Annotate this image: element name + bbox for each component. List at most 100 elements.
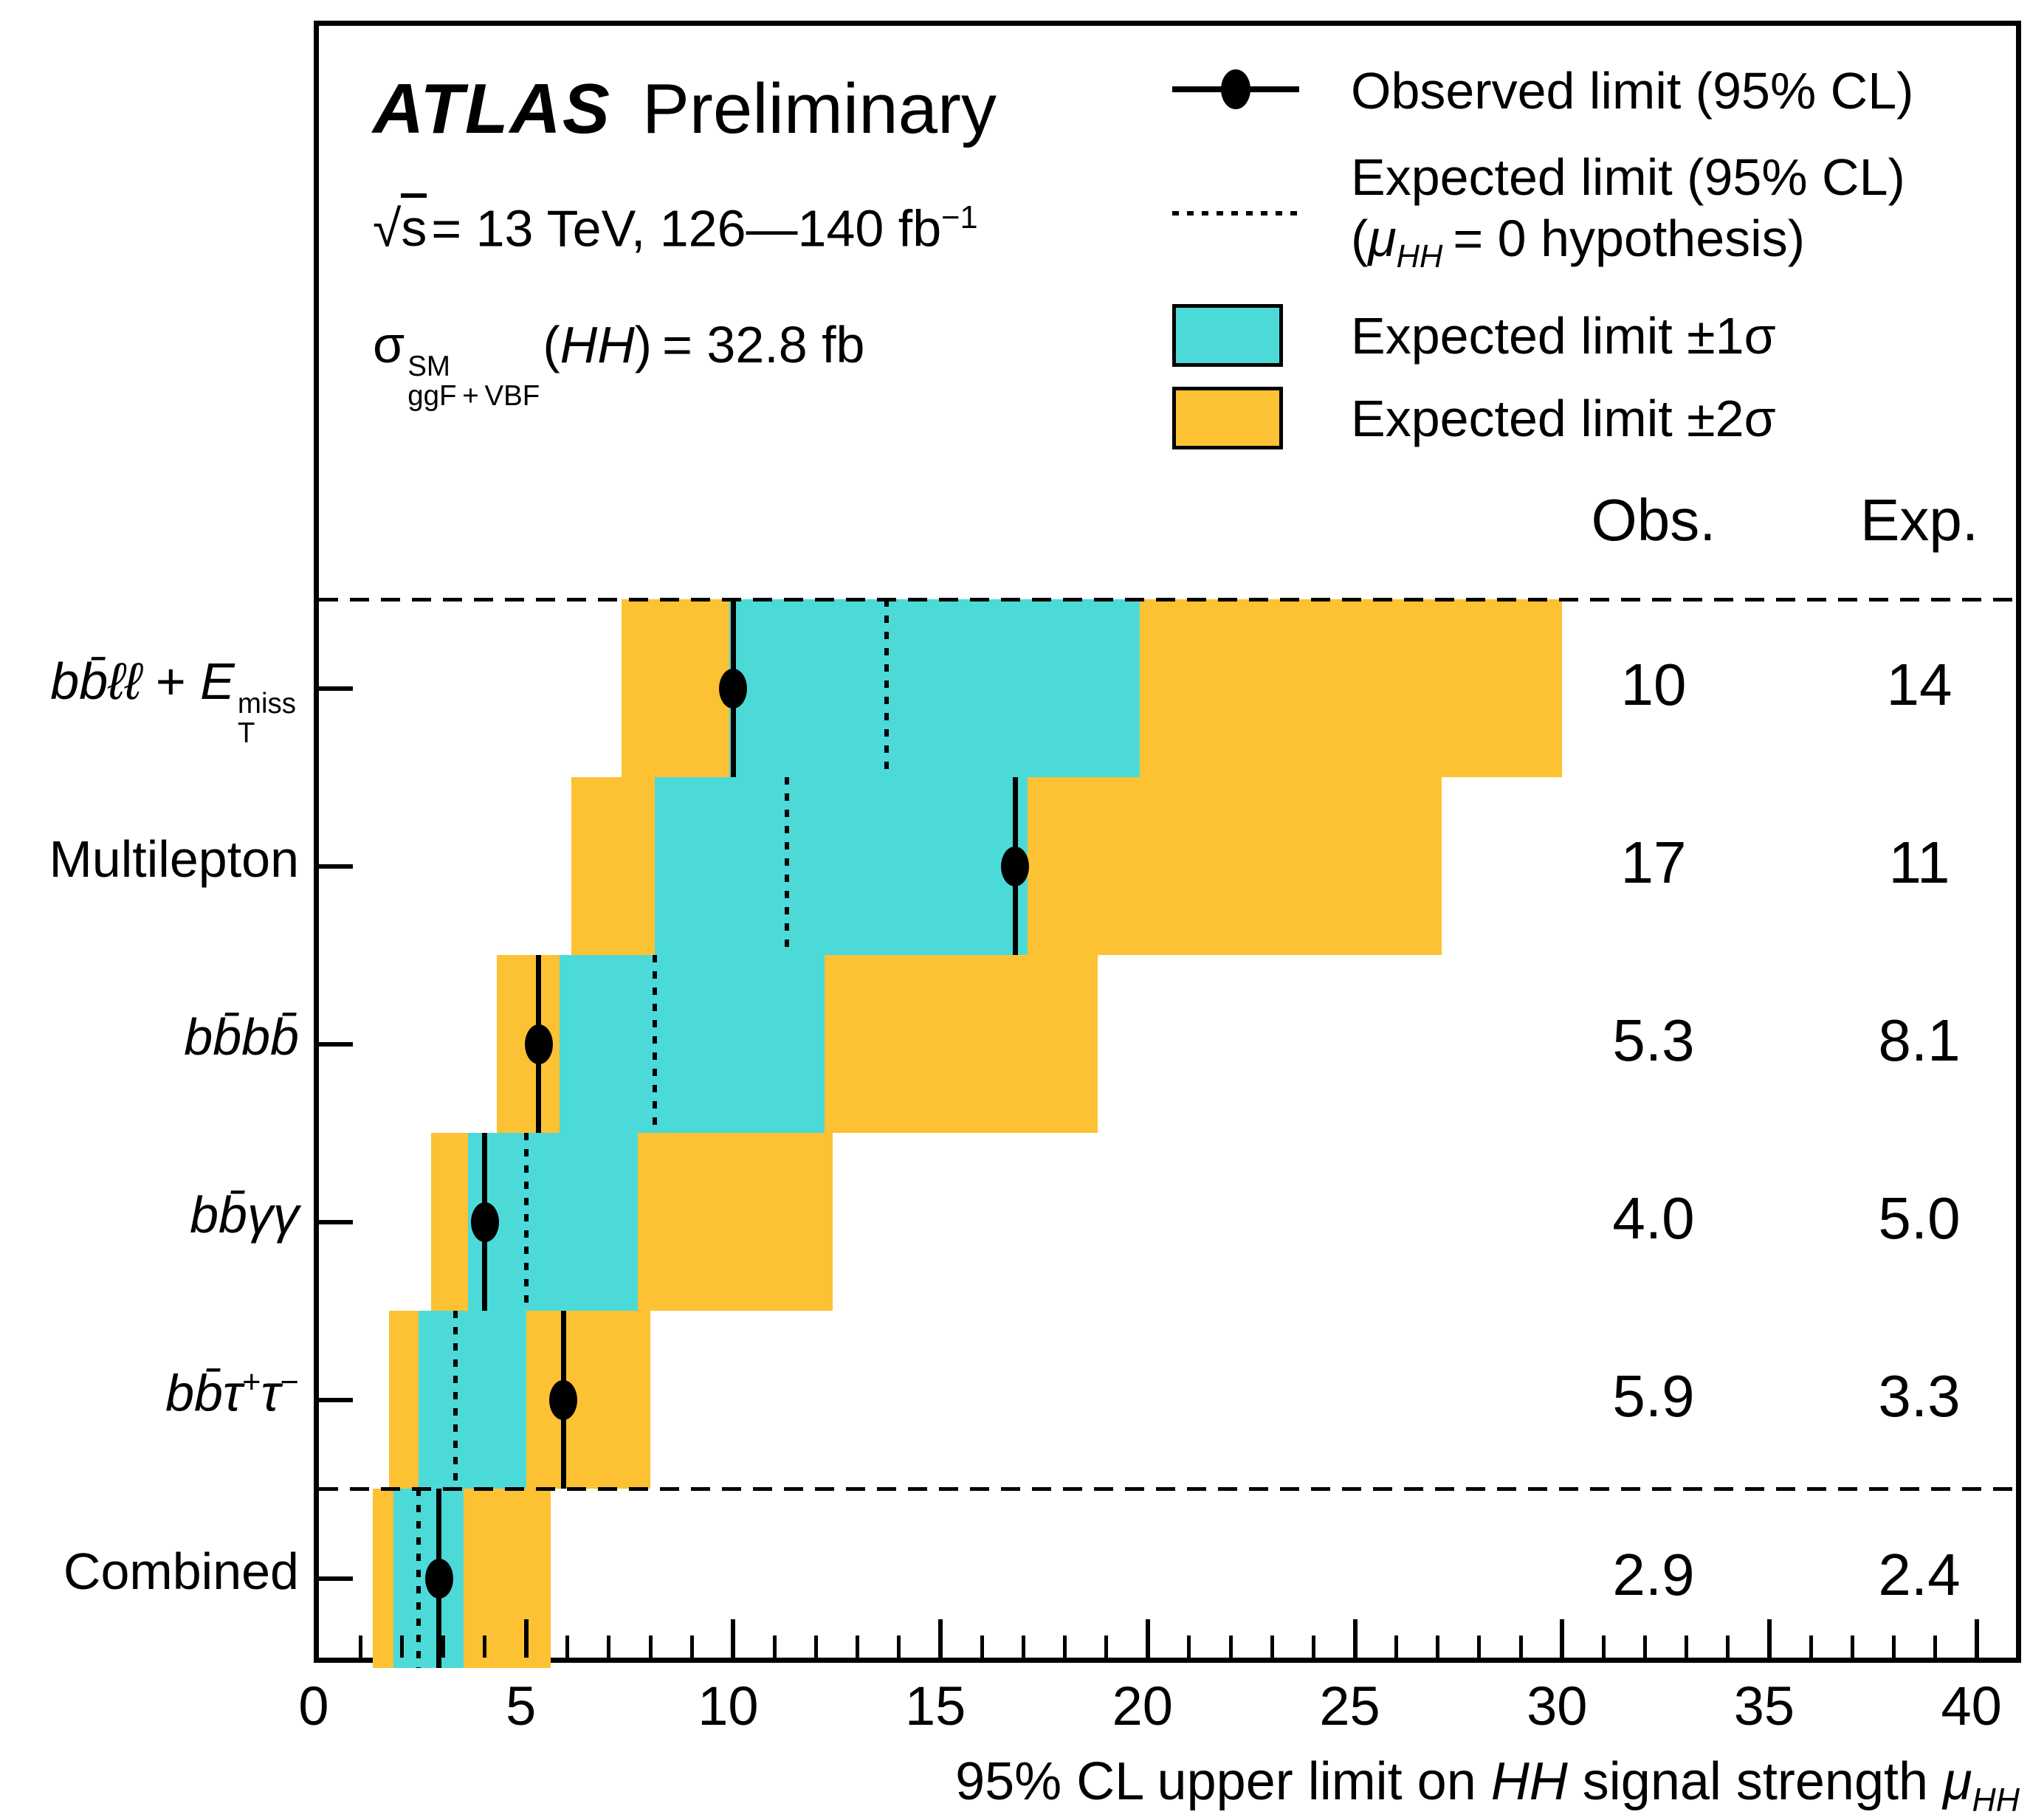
x-major-tick	[731, 1619, 736, 1658]
y-axis-tick	[319, 1576, 353, 1581]
band-1sigma	[418, 1311, 526, 1489]
x-minor-tick	[1021, 1635, 1025, 1658]
legend-expected-dotted-icon	[1172, 211, 1299, 216]
x-tick-label-10: 10	[698, 1675, 759, 1737]
legend-observed-label: Observed limit (95% CL)	[1351, 62, 1914, 120]
preliminary-label: Preliminary	[641, 69, 997, 148]
x-minor-tick	[856, 1635, 860, 1658]
x-minor-tick	[1228, 1635, 1233, 1658]
x-major-tick	[1766, 1619, 1772, 1658]
obs-value-Combined: 2.9	[1612, 1541, 1695, 1607]
x-tick-label-0: 0	[298, 1675, 329, 1737]
observed-marker	[524, 1024, 553, 1064]
observed-marker	[470, 1202, 499, 1242]
x-minor-tick	[897, 1635, 901, 1658]
x-minor-tick	[607, 1635, 611, 1658]
x-minor-tick	[648, 1635, 653, 1658]
x-tick-label-35: 35	[1733, 1675, 1795, 1737]
observed-marker	[719, 668, 748, 709]
legend-2sigma-label: Expected limit ±2σ	[1351, 390, 1776, 447]
x-major-tick	[1352, 1619, 1358, 1658]
obs-value-bbyy: 4.0	[1612, 1185, 1695, 1251]
x-major-tick	[1560, 1619, 1565, 1658]
x-minor-tick	[1601, 1635, 1606, 1658]
row-label-Multilepton: Multilepton	[49, 830, 299, 888]
obs-column-header: Obs.	[1591, 487, 1716, 553]
expected-limit-line	[884, 599, 890, 777]
x-minor-tick	[1436, 1635, 1440, 1658]
legend-expected-label-line2: (μHH = 0 hypothesis)	[1351, 210, 1806, 275]
observed-marker	[549, 1379, 578, 1420]
exp-value-bbll+ETmiss: 14	[1886, 651, 1952, 717]
x-minor-tick	[441, 1635, 445, 1658]
separator-dashed-top	[319, 598, 2016, 602]
x-major-tick	[938, 1619, 943, 1658]
x-axis-title: 95% CL upper limit on HH signal strength…	[955, 1752, 2020, 1819]
exp-value-Multilepton: 11	[1888, 829, 1950, 895]
cme-luminosity-line: √s = 13 TeV, 126—140 fb−1	[373, 193, 997, 258]
obs-value-Multilepton: 17	[1620, 829, 1687, 895]
exp-value-bbtautau: 3.3	[1878, 1362, 1961, 1429]
exp-value-Combined: 2.4	[1878, 1541, 1961, 1607]
x-major-tick	[1974, 1619, 1979, 1658]
x-minor-tick	[1187, 1635, 1191, 1658]
row-label-Combined: Combined	[63, 1542, 299, 1600]
y-axis-tick	[319, 864, 353, 869]
cross-section-line: σ SM ggF + VBF (HH) = 32.8 fb	[373, 316, 865, 413]
atlas-label: ATLAS	[373, 69, 611, 148]
x-tick-label-40: 40	[1941, 1675, 2002, 1737]
x-minor-tick	[1891, 1635, 1896, 1658]
x-minor-tick	[2016, 1635, 2020, 1658]
x-minor-tick	[1518, 1635, 1523, 1658]
obs-value-bbtautau: 5.9	[1612, 1362, 1695, 1429]
x-minor-tick	[1477, 1635, 1482, 1658]
observed-marker	[424, 1558, 453, 1599]
x-tick-label-30: 30	[1527, 1675, 1588, 1737]
plot-info-block: ATLAS Preliminary √s = 13 TeV, 126—140 fb…	[373, 74, 997, 411]
plot-frame	[314, 21, 2021, 1668]
x-tick-label-25: 25	[1319, 1675, 1380, 1737]
x-minor-tick	[1104, 1635, 1109, 1658]
x-tick-label-5: 5	[506, 1675, 537, 1737]
x-tick-label-20: 20	[1112, 1675, 1173, 1737]
row-label-bbbb: bb̄bb̄	[184, 1007, 299, 1066]
row-label-bbyy: bb̄γγ	[190, 1185, 299, 1244]
band-1sigma	[729, 599, 1140, 777]
x-minor-tick	[814, 1635, 819, 1658]
x-minor-tick	[1850, 1635, 1854, 1658]
x-minor-tick	[483, 1635, 487, 1658]
expected-limit-line	[453, 1311, 458, 1489]
x-minor-tick	[1685, 1635, 1689, 1658]
legend-1sigma-box-icon	[1172, 304, 1283, 367]
expected-limit-line	[652, 955, 657, 1133]
x-minor-tick	[1270, 1635, 1274, 1658]
x-major-tick	[1145, 1619, 1150, 1658]
x-minor-tick	[689, 1635, 694, 1658]
exp-column-header: Exp.	[1859, 487, 1979, 553]
legend-expected-label-line1: Expected limit (95% CL)	[1351, 148, 1905, 206]
experiment-title: ATLAS Preliminary	[373, 74, 997, 145]
x-major-tick	[523, 1619, 529, 1658]
x-minor-tick	[358, 1635, 362, 1658]
expected-limit-line	[416, 1489, 421, 1668]
legend-2sigma-box-icon	[1172, 387, 1283, 449]
y-axis-tick	[319, 686, 353, 691]
x-minor-tick	[1933, 1635, 1937, 1658]
separator-dashed-bottom	[319, 1487, 2016, 1491]
exp-value-bbyy: 5.0	[1878, 1185, 1961, 1251]
exp-value-bbbb: 8.1	[1878, 1007, 1961, 1073]
band-1sigma	[654, 777, 1028, 955]
x-minor-tick	[773, 1635, 777, 1658]
expected-limit-line	[785, 777, 790, 955]
x-minor-tick	[1063, 1635, 1067, 1658]
x-tick-label-15: 15	[904, 1675, 966, 1737]
x-minor-tick	[1311, 1635, 1315, 1658]
obs-value-bbll+ETmiss: 10	[1620, 651, 1687, 717]
row-label-bbtautau: bb̄τ+τ−	[165, 1363, 299, 1421]
x-minor-tick	[1726, 1635, 1730, 1658]
y-axis-tick	[319, 1219, 353, 1224]
sqrt-symbol: √	[373, 199, 402, 258]
band-1sigma	[559, 955, 825, 1133]
